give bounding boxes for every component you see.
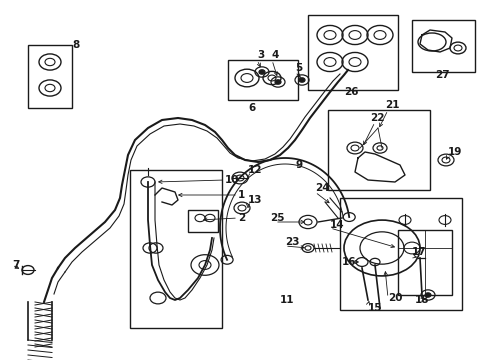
Text: 24: 24 xyxy=(315,183,330,193)
Bar xyxy=(412,20,475,72)
Text: 4: 4 xyxy=(272,50,279,60)
Text: 14: 14 xyxy=(330,220,344,230)
Text: 11: 11 xyxy=(280,295,294,305)
Text: 20: 20 xyxy=(388,293,402,303)
Text: 19: 19 xyxy=(448,147,463,157)
Text: 27: 27 xyxy=(435,70,450,80)
Text: 25: 25 xyxy=(270,213,285,223)
Text: 17: 17 xyxy=(412,247,427,257)
Text: 5: 5 xyxy=(295,63,302,73)
Text: 9: 9 xyxy=(296,160,303,170)
Text: 10: 10 xyxy=(225,175,240,185)
Bar xyxy=(308,15,398,90)
Circle shape xyxy=(299,78,305,82)
Text: 18: 18 xyxy=(415,295,430,305)
Bar xyxy=(188,210,218,232)
Bar xyxy=(340,198,462,310)
Text: 13: 13 xyxy=(248,195,263,205)
Circle shape xyxy=(275,80,281,84)
Text: 6: 6 xyxy=(248,103,255,113)
Text: 22: 22 xyxy=(370,113,385,123)
Text: 2: 2 xyxy=(238,213,245,223)
Text: 7: 7 xyxy=(12,260,20,270)
Text: 21: 21 xyxy=(385,100,399,110)
Bar xyxy=(28,45,72,108)
Text: 12: 12 xyxy=(248,165,263,175)
Circle shape xyxy=(259,70,265,74)
Text: 8: 8 xyxy=(72,40,79,50)
Text: 23: 23 xyxy=(285,237,299,247)
Text: 16: 16 xyxy=(342,257,357,267)
Text: 3: 3 xyxy=(257,50,264,60)
Bar xyxy=(328,110,430,190)
Circle shape xyxy=(425,293,431,297)
Text: 1: 1 xyxy=(238,190,245,200)
Bar xyxy=(130,170,222,328)
Text: 15: 15 xyxy=(368,303,383,313)
Bar xyxy=(398,230,452,295)
Bar xyxy=(228,60,298,100)
Text: 26: 26 xyxy=(344,87,359,97)
